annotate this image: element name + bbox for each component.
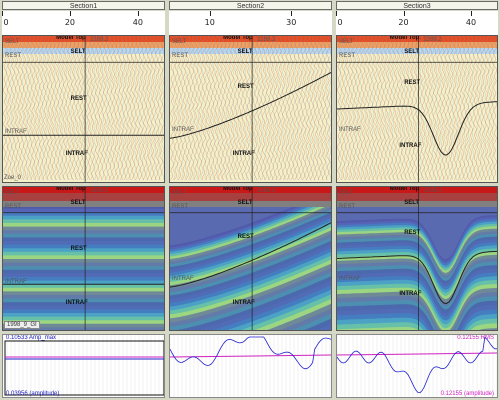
- impedance-canvas: [170, 187, 331, 330]
- well-label: 2289.2: [256, 188, 276, 194]
- rms-label: 0.12155 RMS: [457, 335, 494, 341]
- selt-label-left: SELT: [5, 39, 20, 45]
- intraf-label: INTRAF: [65, 151, 88, 158]
- amplitude-plot-1: [3, 335, 164, 397]
- seismic-wiggle-canvas: [170, 36, 331, 182]
- well-label: 2289.2: [423, 37, 442, 43]
- ruler-tick: [471, 11, 472, 16]
- intraf-label-left: INTRAF: [5, 129, 27, 136]
- ruler-tick-label: 0: [337, 18, 343, 27]
- rest-label: REST: [70, 245, 87, 252]
- ruler-tick-label: 20: [64, 18, 75, 27]
- impedance-panel-3[interactable]: Model Top 2289.2 SELT SELT REST REST INTRAF INT…: [336, 186, 498, 331]
- ruler-section3: 0 20 40: [336, 11, 498, 35]
- seismic-wiggle-canvas: [3, 36, 164, 182]
- intraf-label: INTRAF: [399, 142, 422, 149]
- seismic-display-tag: Zoe_0: [4, 175, 22, 181]
- intraf-label-left: INTRAF: [339, 126, 361, 133]
- rest-label: REST: [237, 234, 254, 241]
- intraf-label-left: INTRAF: [5, 278, 27, 285]
- ruler-tick-label: 20: [398, 18, 409, 27]
- selt-label-left: SELT: [5, 190, 20, 196]
- rest-label: REST: [70, 95, 87, 102]
- selt-label: SELT: [404, 49, 420, 55]
- impedance-display-tag: 1998_9_GI: [4, 321, 40, 329]
- ruler-tick-label: 30: [286, 18, 297, 27]
- rest-label-left: REST: [5, 53, 22, 59]
- model-top-label: Model Top: [56, 35, 86, 41]
- well-label: 2289.2: [423, 188, 442, 194]
- well-label: 2289.2: [256, 37, 276, 43]
- amplitude-plot-2: [170, 335, 331, 397]
- section3-tab[interactable]: Section3: [336, 1, 498, 10]
- rest-label: REST: [404, 79, 421, 86]
- seismic-panel-2[interactable]: Model Top 2289.2 SELT SELT REST REST INTRAF INT…: [169, 35, 332, 183]
- rest-label: REST: [404, 229, 421, 236]
- rest-label-left: REST: [5, 204, 22, 210]
- impedance-panel-1[interactable]: Model Top 2289.2 SELT SELT REST REST INTRAF INT…: [2, 186, 165, 331]
- ruler-section1: 0 20 40: [2, 11, 165, 35]
- rest-label-left: REST: [339, 53, 356, 59]
- seismic-panel-3[interactable]: Model Top 2289.2 SELT SELT REST REST INTRAF INT…: [336, 35, 498, 183]
- section2-tab[interactable]: Section2: [169, 1, 332, 10]
- rest-label-left: REST: [172, 204, 189, 210]
- model-top-label: Model Top: [389, 186, 420, 192]
- ruler-tick-label: 0: [3, 18, 9, 27]
- ruler-tick: [2, 11, 3, 16]
- model-top-label: Model Top: [389, 35, 420, 41]
- attribute-panel-2[interactable]: [169, 334, 332, 398]
- impedance-canvas: [337, 187, 497, 330]
- section1-tab[interactable]: Section1: [2, 1, 165, 10]
- ruler-section2: 10 30: [169, 11, 332, 35]
- selt-label-left: SELT: [172, 190, 187, 196]
- selt-label-left: SELT: [172, 39, 187, 45]
- ruler-tick-label: 40: [465, 18, 477, 27]
- intraf-label: INTRAF: [232, 299, 255, 306]
- selt-label: SELT: [404, 200, 420, 206]
- ruler-tick-label: 40: [132, 18, 143, 27]
- intraf-label: INTRAF: [232, 151, 255, 158]
- ruler-tick: [137, 11, 139, 16]
- model-top-label: Model Top: [56, 186, 86, 192]
- ruler-tick-label: 10: [204, 18, 215, 27]
- ruler-tick: [69, 11, 71, 16]
- intraf-label-left: INTRAF: [172, 126, 194, 133]
- intraf-label: INTRAF: [399, 291, 422, 298]
- attribute-panel-3[interactable]: 0.12155 RMS 0.12155 (amplitude): [336, 334, 498, 398]
- ruler-tick: [209, 11, 211, 16]
- model-top-label: Model Top: [223, 186, 253, 192]
- ruler-tick: [336, 11, 337, 16]
- amplitude-min-label: 0.03956 (amplitude): [6, 391, 60, 397]
- well-label: 2289.2: [89, 188, 109, 194]
- model-top-label: Model Top: [223, 35, 253, 41]
- impedance-canvas: [3, 187, 164, 330]
- rest-label-left: REST: [339, 204, 356, 210]
- amp-max-label: 0.10533 Amp_max: [6, 335, 57, 341]
- selt-label-left: SELT: [339, 190, 354, 196]
- well-label: 2289.2: [89, 37, 109, 43]
- ruler-tick: [291, 11, 293, 16]
- ruler-tick: [403, 11, 405, 16]
- seismic-wiggle-canvas: [337, 36, 497, 182]
- rest-label-left: REST: [172, 53, 189, 59]
- selt-label: SELT: [237, 200, 253, 206]
- rest-label: REST: [237, 84, 254, 91]
- intraf-label-left: INTRAF: [172, 275, 194, 282]
- seismic-panel-1[interactable]: Model Top 2289.2 SELT SELT REST REST INTRAF INT…: [2, 35, 165, 183]
- attribute-panel-1[interactable]: 0.10533 Amp_max 0.03956 (amplitude): [2, 334, 165, 398]
- amplitude-right-label: 0.12155 (amplitude): [440, 391, 494, 397]
- intraf-label: INTRAF: [65, 299, 88, 306]
- selt-label: SELT: [70, 49, 86, 55]
- intraf-label-left: INTRAF: [339, 275, 361, 282]
- impedance-panel-2[interactable]: Model Top 2289.2 SELT SELT REST REST INTRAF INT…: [169, 186, 332, 331]
- selt-label: SELT: [70, 200, 86, 206]
- selt-label-left: SELT: [339, 39, 354, 45]
- amplitude-plot-3: [337, 335, 497, 397]
- selt-label: SELT: [237, 49, 253, 55]
